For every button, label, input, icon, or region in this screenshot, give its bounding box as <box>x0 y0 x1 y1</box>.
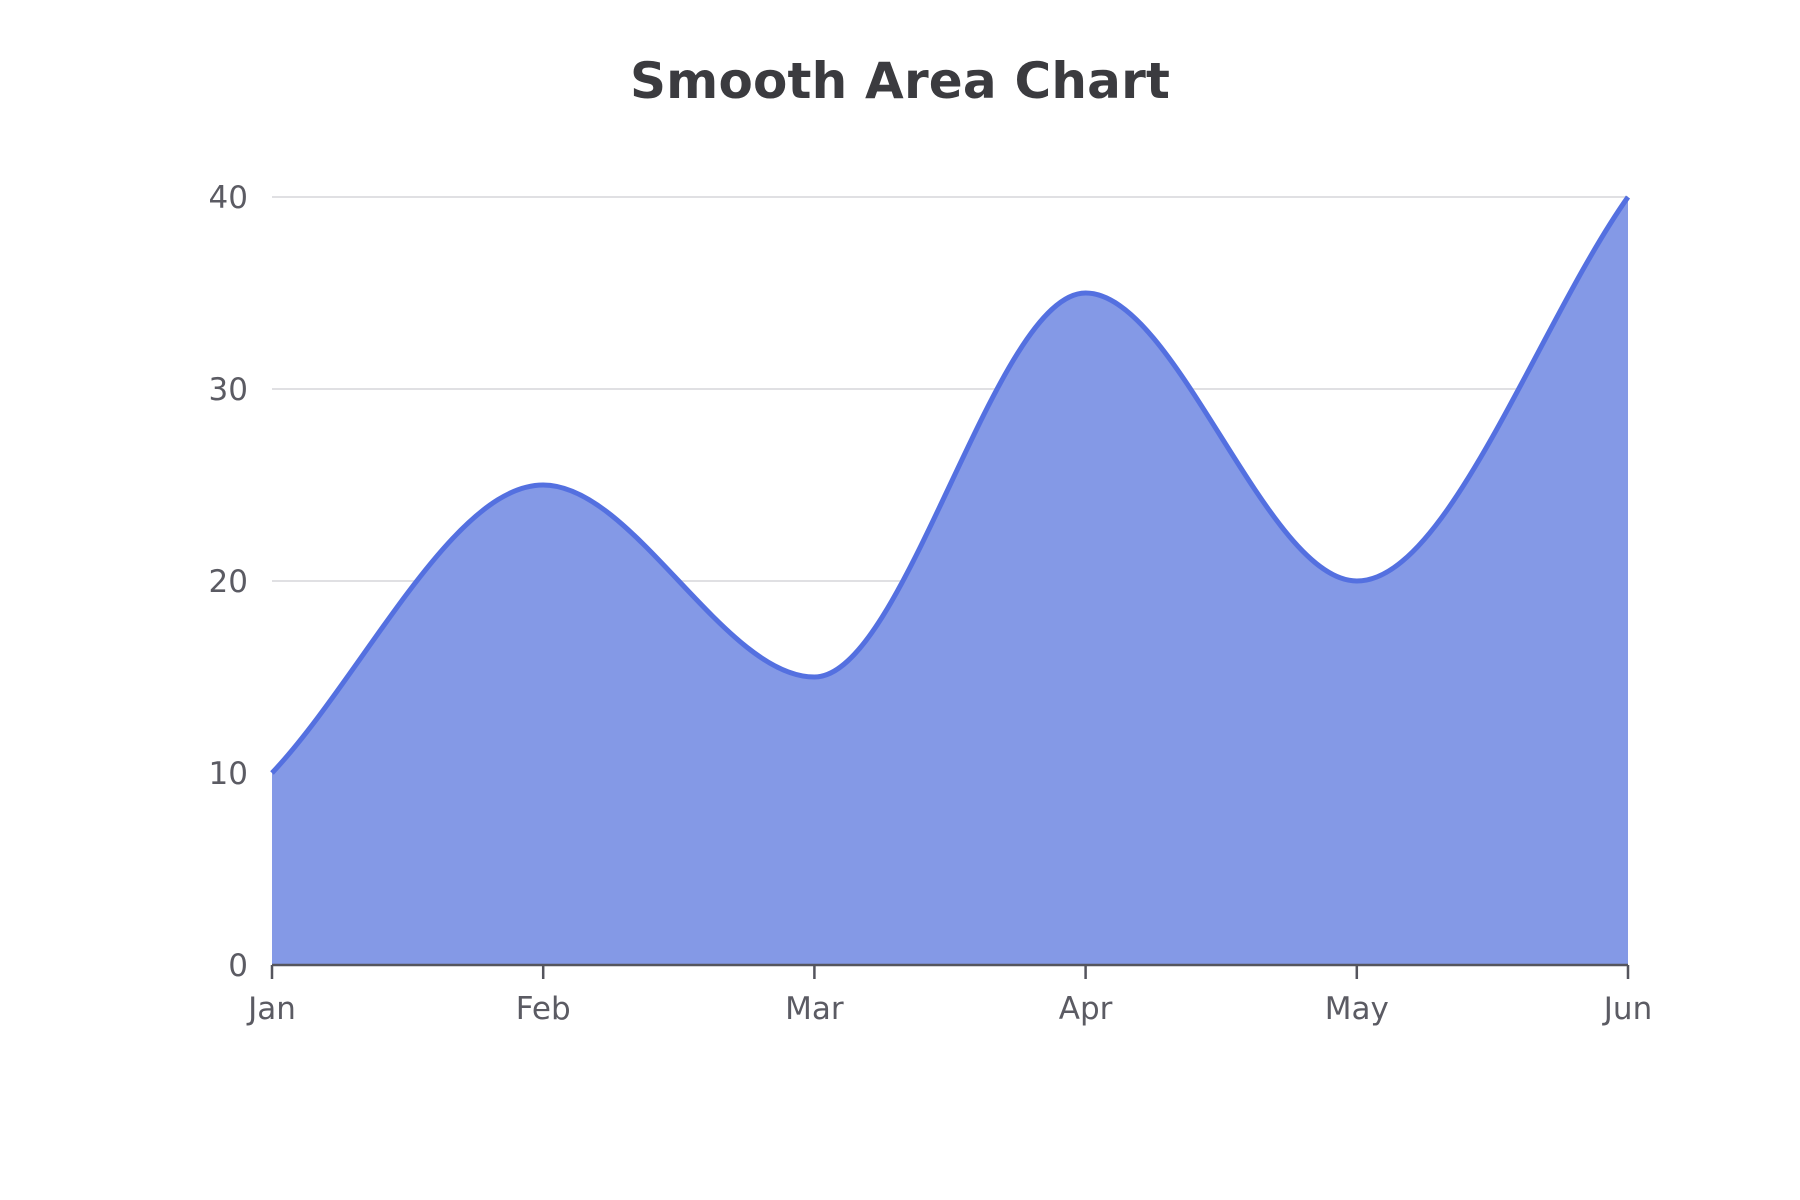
chart-title: Smooth Area Chart <box>629 52 1171 110</box>
x-axis: Jan Feb Mar Apr May Jun <box>246 963 1652 1027</box>
x-tick-label: May <box>1325 991 1389 1027</box>
series-line <box>270 195 1631 775</box>
y-tick-label: 10 <box>209 756 248 792</box>
area-fill <box>272 197 1628 965</box>
x-tick-label: Mar <box>785 991 844 1027</box>
y-axis: 0 10 20 30 40 <box>209 180 248 984</box>
x-tick-label: Apr <box>1059 991 1113 1027</box>
y-tick-label: 40 <box>209 180 248 216</box>
y-tick-label: 20 <box>209 564 248 600</box>
x-tick-label: Jun <box>1602 991 1652 1027</box>
y-tick-label: 30 <box>209 372 248 408</box>
x-tick-label: Feb <box>516 991 571 1027</box>
y-tick-label: 0 <box>228 948 248 984</box>
x-tick-label: Jan <box>246 991 296 1027</box>
